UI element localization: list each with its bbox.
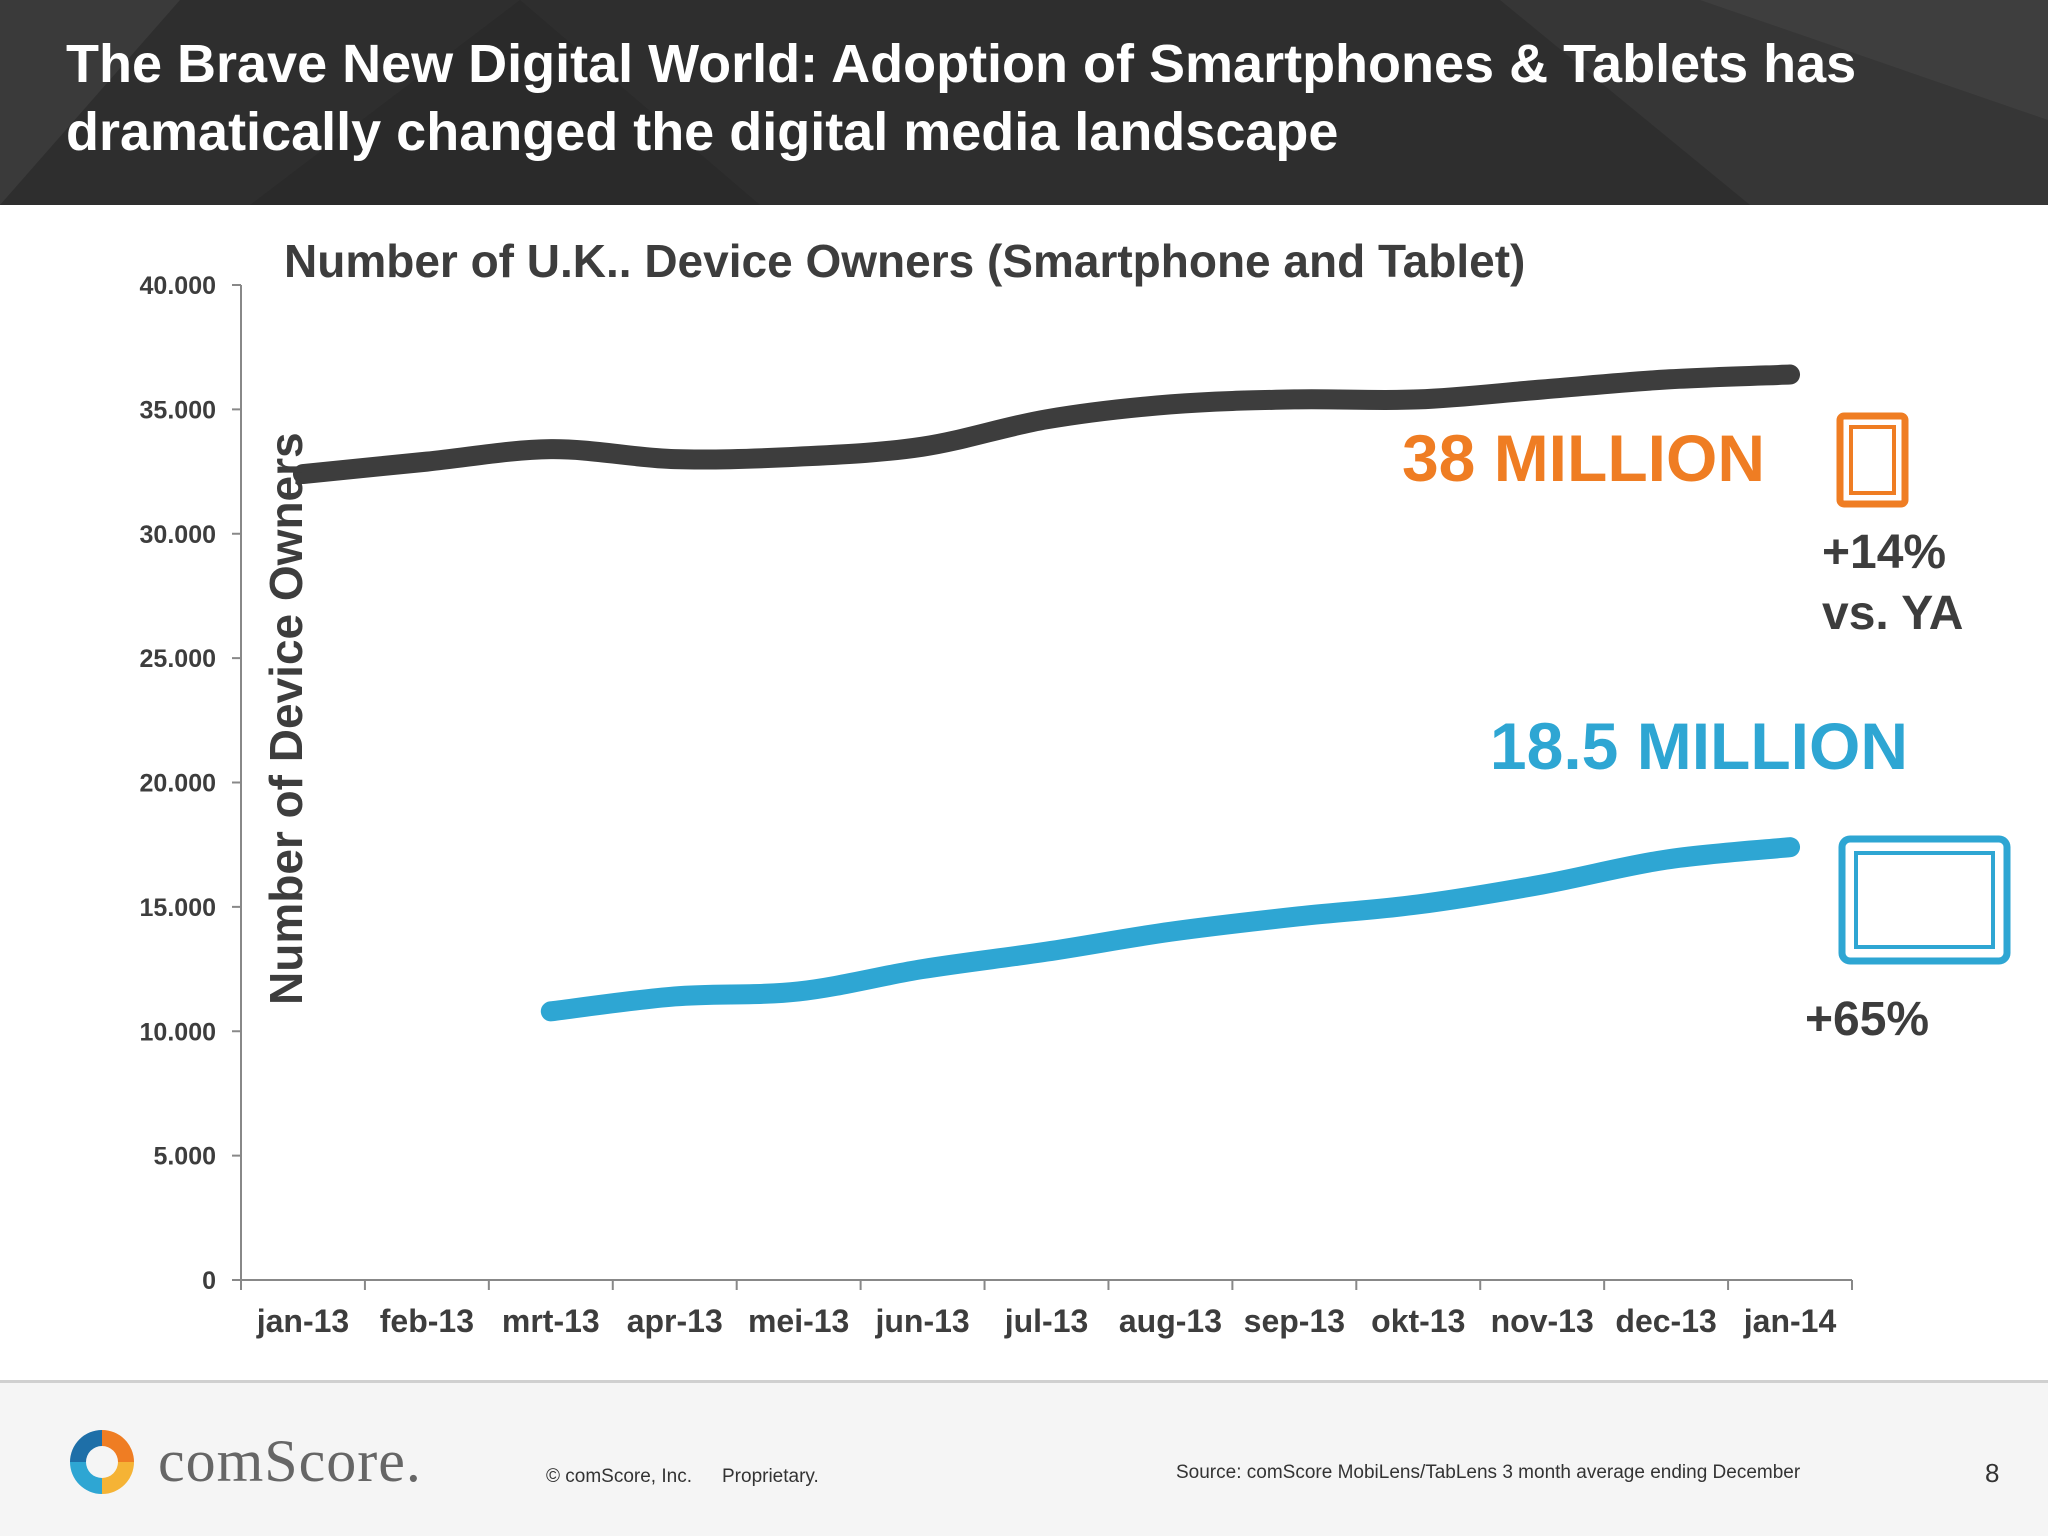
- x-tick-label: jul-13: [1004, 1303, 1089, 1339]
- y-axis-label: Number of Device Owners: [260, 432, 312, 1005]
- x-tick-label: nov-13: [1491, 1303, 1594, 1339]
- slide-header: The Brave New Digital World: Adoption of…: [0, 0, 2048, 205]
- tablet-total-label: 18.5 MILLION: [1490, 709, 1908, 783]
- footer-divider: [0, 1380, 2048, 1383]
- x-tick-label: jan-13: [256, 1303, 349, 1339]
- smartphone-growth-vs-ya: vs. YA: [1822, 587, 1963, 640]
- y-tick-label: 15.000: [140, 894, 216, 922]
- x-tick-label: jan-14: [1743, 1303, 1837, 1339]
- x-axis: jan-13 feb-13 mrt-13 apr-13 mei-13 jun-13 jul-…: [240, 1279, 1853, 1339]
- smartphone-total-label: 38 MILLION: [1402, 421, 1765, 495]
- tablet-growth-percent: +65%: [1805, 993, 1929, 1046]
- slide-title-line-2: dramatically changed the digital media l…: [66, 102, 1339, 162]
- y-tick-label: 30.000: [140, 521, 216, 549]
- y-tick-label: 0: [202, 1267, 216, 1295]
- y-tick-label: 20.000: [140, 770, 216, 798]
- tablet-icon: [1838, 835, 2011, 965]
- slide-title: The Brave New Digital World: Adoption of…: [66, 30, 2006, 166]
- x-tick-label: mrt-13: [502, 1303, 600, 1339]
- x-tick-label: mei-13: [748, 1303, 849, 1339]
- x-tick-label: aug-13: [1119, 1303, 1222, 1339]
- y-tick-label: 10.000: [140, 1018, 216, 1046]
- chart-series: [292, 364, 1801, 1022]
- x-tick-label: feb-13: [380, 1303, 474, 1339]
- smartphone-icon: [1836, 412, 1909, 508]
- y-tick-label: 35.000: [140, 396, 216, 424]
- slide-title-line-1: The Brave New Digital World: Adoption of…: [66, 34, 1857, 94]
- x-tick-label: okt-13: [1371, 1303, 1465, 1339]
- y-tick-label: 40.000: [140, 272, 216, 300]
- header-background-pattern: [0, 0, 2048, 205]
- footer: [0, 1383, 2048, 1536]
- tablet-series-line: [540, 837, 1801, 1022]
- device-owners-chart: 0 5.000 10.000 15.000 20.000 25.000 30.000 35.0…: [140, 235, 2011, 1339]
- smartphone-series-line: [292, 364, 1801, 485]
- y-tick-label: 5.000: [153, 1143, 216, 1171]
- comscore-logo-icon: [70, 1430, 134, 1494]
- y-axis: 0 5.000 10.000 15.000 20.000 25.000 30.000 35.0…: [140, 272, 242, 1295]
- x-tick-label: dec-13: [1615, 1303, 1716, 1339]
- x-tick-label: apr-13: [627, 1303, 723, 1339]
- footer-proprietary: Proprietary.: [722, 1466, 819, 1487]
- x-tick-label: jun-13: [874, 1303, 969, 1339]
- y-tick-label: 25.000: [140, 645, 216, 673]
- page-number: 8: [1985, 1458, 2000, 1488]
- chart-title: Number of U.K.. Device Owners (Smartphon…: [284, 235, 1525, 287]
- x-tick-label: sep-13: [1244, 1303, 1345, 1339]
- comscore-logo-text: comScore.: [158, 1428, 422, 1494]
- footer-source: Source: comScore MobiLens/TabLens 3 mont…: [1176, 1462, 1801, 1483]
- smartphone-growth-percent: +14%: [1822, 526, 1946, 579]
- footer-copyright: © comScore, Inc.: [546, 1466, 692, 1487]
